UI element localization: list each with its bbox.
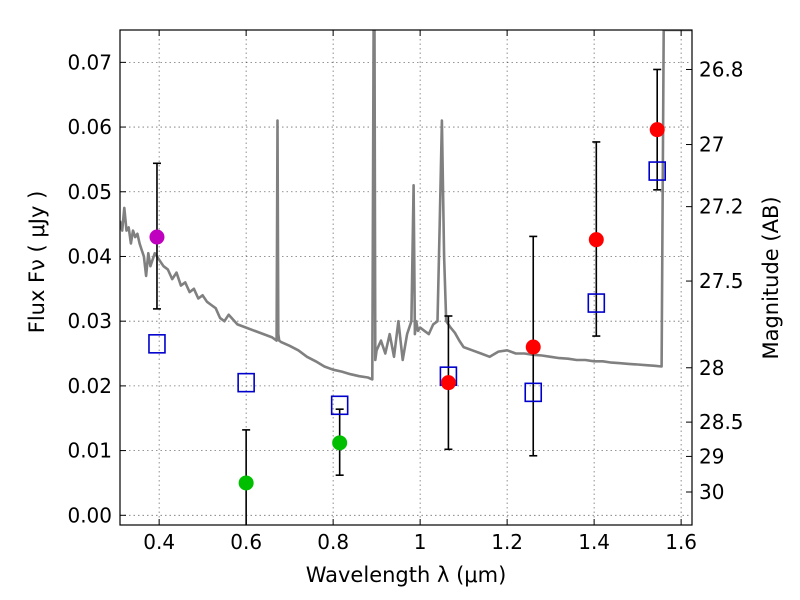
- axes: 0.4 0.6 0.8 1 1.2 1.4 1.6 0.00 0.01 0.02 0.03 0.04 0…: [67, 29, 744, 554]
- y-tick-label-7: 0.07: [67, 50, 112, 74]
- y-axis-label: Flux Fν ( μJy ): [25, 191, 49, 334]
- plot-frame: [119, 29, 693, 526]
- y2-tick-label-1: 27: [699, 133, 724, 157]
- y-tick-label-3: 0.03: [67, 309, 112, 333]
- y2-tick-label-5: 28.5: [699, 410, 744, 434]
- y2-tick-label-2: 27.2: [699, 195, 744, 219]
- y2-tick-label-4: 28: [699, 356, 724, 380]
- y-tick-label-0: 0.00: [67, 503, 112, 527]
- x-tick-label-5: 1.4: [578, 530, 610, 554]
- y2-tick-label-0: 26.8: [699, 57, 744, 81]
- model-square-4: [524, 382, 543, 403]
- model-square-5: [587, 293, 606, 313]
- plot-area: [120, 30, 692, 525]
- model-square-1: [237, 372, 255, 393]
- data-point-0: [149, 229, 165, 245]
- data-point-4: [525, 339, 541, 355]
- model-square-6: [648, 161, 667, 181]
- y-tick-label-2: 0.02: [67, 374, 112, 398]
- y2-tick-label-3: 27.5: [699, 269, 744, 293]
- y2-tick-label-7: 30: [699, 480, 724, 504]
- y-tick-label-1: 0.01: [67, 439, 112, 463]
- plot-content: [120, 30, 692, 525]
- x-tick-label-6: 1.6: [665, 530, 697, 554]
- y-tick-label-4: 0.04: [67, 244, 112, 268]
- x-axis-label: Wavelength λ (μm): [306, 563, 507, 587]
- data-point-1: [238, 475, 254, 491]
- data-point-6: [649, 122, 665, 138]
- grid: [120, 30, 692, 525]
- data-point-3: [440, 375, 456, 391]
- template-sed-line: [120, 30, 692, 381]
- model-square-0: [148, 334, 166, 354]
- data-point-5: [588, 232, 604, 248]
- x-tick-label-0: 0.4: [143, 530, 175, 554]
- model-square-2: [330, 395, 349, 416]
- x-tick-label-4: 1.2: [491, 530, 523, 554]
- x-tick-label-2: 0.8: [317, 530, 349, 554]
- y2-axis-label: Magnitude (AB): [759, 196, 783, 359]
- data-point-2: [332, 435, 348, 451]
- y-tick-label-6: 0.06: [67, 115, 112, 139]
- y2-tick-label-6: 29: [699, 444, 724, 468]
- y-tick-label-5: 0.05: [67, 180, 112, 204]
- x-tick-label-1: 0.6: [230, 530, 262, 554]
- x-tick-label-3: 1: [414, 530, 427, 554]
